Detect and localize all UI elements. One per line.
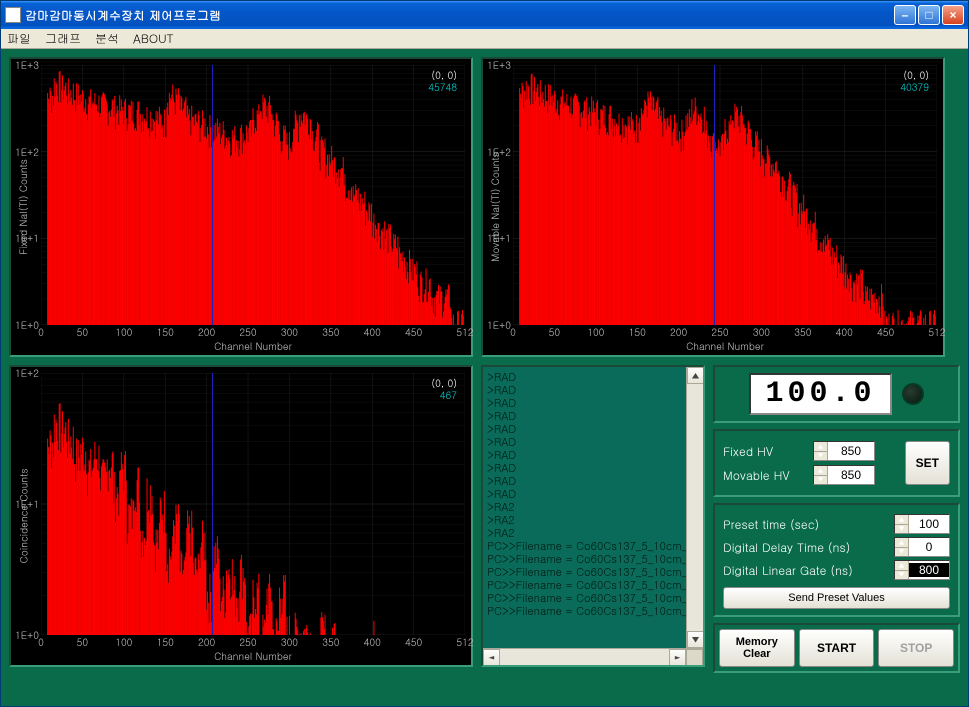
action-panel: MemoryClear START STOP: [713, 623, 960, 673]
chart-fixed-readout: (0, 0) 45748: [428, 69, 457, 93]
spin-down-icon[interactable]: ▼: [814, 452, 827, 461]
titlebar[interactable]: 감마감마동시계수장치 제어프로그램 – □ ×: [1, 1, 968, 29]
chart-fixed[interactable]: Fixed NaI(Tl) Counts (0, 0) 45748 1E+01E…: [9, 57, 473, 357]
log-line: >RAD: [487, 371, 699, 384]
chart-fixed-cursor[interactable]: [212, 65, 213, 325]
menu-about[interactable]: ABOUT: [133, 30, 174, 47]
delay-time-label: Digital Delay Time (ns): [723, 539, 850, 556]
log-line: >RA2: [487, 501, 699, 514]
preset-panel: Preset time (sec) ▲▼ Digital Delay Time …: [713, 503, 960, 617]
scroll-up-button[interactable]: ▲: [687, 367, 703, 384]
send-preset-button[interactable]: Send Preset Values: [723, 587, 950, 609]
log-line: >RAD: [487, 423, 699, 436]
log-scrollbar-v[interactable]: ▲ ▼: [686, 367, 703, 648]
menu-graph[interactable]: 그래프: [45, 30, 81, 47]
gate-spinner[interactable]: ▲▼: [894, 560, 950, 580]
chart-movable-cursor[interactable]: [714, 65, 715, 325]
log-line: PC>>Filename = Co60Cs137_5_10cm_f: [487, 553, 699, 566]
log-line: PC>>Filename = Co60Cs137_5_10cm_c: [487, 592, 699, 605]
log-text[interactable]: >RAD>RAD>RAD>RAD>RAD>RAD>RAD>RAD>RAD>RAD…: [483, 367, 703, 665]
spin-down-icon[interactable]: ▼: [895, 548, 908, 557]
scroll-corner: [686, 649, 703, 665]
fixed-hv-label: Fixed HV: [723, 443, 807, 460]
memory-clear-button[interactable]: MemoryClear: [719, 629, 795, 667]
log-scrollbar-h[interactable]: ◄ ►: [483, 648, 703, 665]
display-panel: 100.0: [713, 365, 960, 423]
spin-down-icon[interactable]: ▼: [895, 571, 908, 580]
log-line: PC>>Filename = Co60Cs137_5_10cm_m: [487, 566, 699, 579]
app-icon: [5, 7, 21, 23]
chart-movable[interactable]: Movable NaI(Tl) Counts (0, 0) 40379 1E+0…: [481, 57, 945, 357]
log-line: PC>>Filename = Co60Cs137_5_10cm_f: [487, 540, 699, 553]
fixed-hv-spinner[interactable]: ▲▼: [813, 441, 875, 461]
scroll-left-button[interactable]: ◄: [483, 649, 500, 665]
chart-movable-svg: [513, 65, 937, 325]
log-line: >RAD: [487, 462, 699, 475]
chart-coinc-readout: (0, 0) 467: [431, 377, 457, 401]
chart-fixed-plot[interactable]: (0, 0) 45748 1E+01E+11E+21E+3: [41, 65, 465, 325]
chart-coinc-xlabel: Channel Number: [35, 649, 471, 665]
log-line: >RAD: [487, 475, 699, 488]
log-line: PC>>Filename = Co60Cs137_5_10cm_m: [487, 579, 699, 592]
movable-hv-input[interactable]: [828, 468, 874, 482]
spin-down-icon[interactable]: ▼: [895, 525, 908, 534]
fixed-hv-input[interactable]: [828, 444, 874, 458]
log-line: >RA2: [487, 514, 699, 527]
chart-coinc[interactable]: Coincidence Counts (0, 0) 467 1E+01E+11E…: [9, 365, 473, 667]
log-line: >RA2: [487, 527, 699, 540]
chart-coinc-cursor[interactable]: [212, 373, 213, 635]
chart-coinc-svg: [41, 373, 465, 635]
preset-time-spinner[interactable]: ▲▼: [894, 514, 950, 534]
log-line: >RAD: [487, 449, 699, 462]
set-hv-button[interactable]: SET: [905, 441, 950, 485]
log-line: >RAD: [487, 384, 699, 397]
app-window: 감마감마동시계수장치 제어프로그램 – □ × 파일 그래프 분석 ABOUT …: [0, 0, 969, 707]
menu-analysis[interactable]: 분석: [95, 30, 119, 47]
menu-file[interactable]: 파일: [7, 30, 31, 47]
start-button[interactable]: START: [799, 629, 875, 667]
spin-down-icon[interactable]: ▼: [814, 476, 827, 485]
preset-time-input[interactable]: [909, 517, 949, 531]
hv-panel: Fixed HV ▲▼ Movable HV: [713, 429, 960, 497]
chart-fixed-svg: [41, 65, 465, 325]
window-title: 감마감마동시계수장치 제어프로그램: [25, 7, 894, 24]
delay-time-input[interactable]: [909, 540, 949, 554]
chart-movable-plot[interactable]: (0, 0) 40379 1E+01E+11E+21E+3: [513, 65, 937, 325]
maximize-button[interactable]: □: [918, 5, 940, 25]
stop-button[interactable]: STOP: [878, 629, 954, 667]
movable-hv-label: Movable HV: [723, 467, 807, 484]
log-line: >RAD: [487, 397, 699, 410]
close-button[interactable]: ×: [942, 5, 964, 25]
chart-movable-readout: (0, 0) 40379: [900, 69, 929, 93]
chart-coinc-plot[interactable]: (0, 0) 467 1E+01E+11E+2: [41, 373, 465, 635]
log-line: >RAD: [487, 410, 699, 423]
delay-time-spinner[interactable]: ▲▼: [894, 537, 950, 557]
workspace: Fixed NaI(Tl) Counts (0, 0) 45748 1E+01E…: [1, 49, 968, 706]
preset-time-label: Preset time (sec): [723, 516, 819, 533]
movable-hv-spinner[interactable]: ▲▼: [813, 465, 875, 485]
log-line: >RAD: [487, 436, 699, 449]
log-panel: >RAD>RAD>RAD>RAD>RAD>RAD>RAD>RAD>RAD>RAD…: [481, 365, 705, 667]
timer-display: 100.0: [749, 373, 891, 415]
menubar: 파일 그래프 분석 ABOUT: [1, 29, 968, 49]
log-line: >RAD: [487, 488, 699, 501]
gate-label: Digital Linear Gate (ns): [723, 562, 853, 579]
minimize-button[interactable]: –: [894, 5, 916, 25]
chart-fixed-xlabel: Channel Number: [35, 339, 471, 355]
scroll-down-button[interactable]: ▼: [687, 631, 703, 648]
status-led: [902, 383, 924, 405]
chart-movable-xlabel: Channel Number: [507, 339, 943, 355]
log-line: PC>>Filename = Co60Cs137_5_10cm_c: [487, 605, 699, 618]
gate-input[interactable]: [909, 563, 949, 577]
scroll-right-button[interactable]: ►: [669, 649, 686, 665]
